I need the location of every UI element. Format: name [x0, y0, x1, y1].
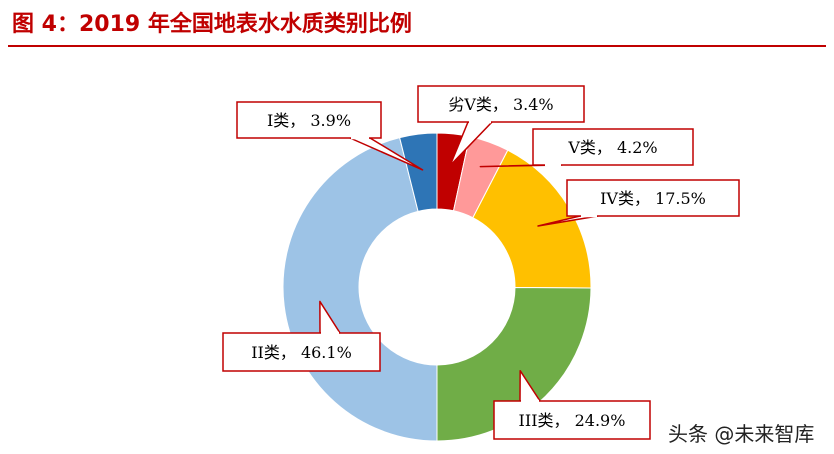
figure-title: 图 4：2019 年全国地表水水质类别比例: [12, 12, 412, 37]
data-label: II类， 46.1%: [251, 343, 352, 362]
donut-slices: [282, 132, 592, 442]
watermark: 头条 @未来智库: [668, 422, 815, 446]
callout-box: [222, 332, 381, 372]
slice-6: [399, 132, 438, 212]
data-label: I类， 3.9%: [267, 111, 351, 130]
callout-box: [236, 101, 382, 139]
data-label: IV类， 17.5%: [600, 189, 706, 208]
data-label: V类， 4.2%: [567, 138, 657, 157]
callout-box: [417, 85, 585, 123]
data-label: III类， 24.9%: [519, 411, 626, 430]
callout-box: [493, 400, 651, 440]
slice-callouts: 劣V类， 3.4% V类， 4.2% IV类， 17.5% III类， 24.9% II…: [222, 85, 740, 440]
data-label: 劣V类， 3.4%: [448, 95, 553, 114]
slice-3: [472, 149, 592, 289]
callout-box: [566, 179, 740, 217]
title-divider: [8, 45, 826, 47]
callout-box: [532, 128, 694, 166]
slice-4: [436, 286, 592, 442]
